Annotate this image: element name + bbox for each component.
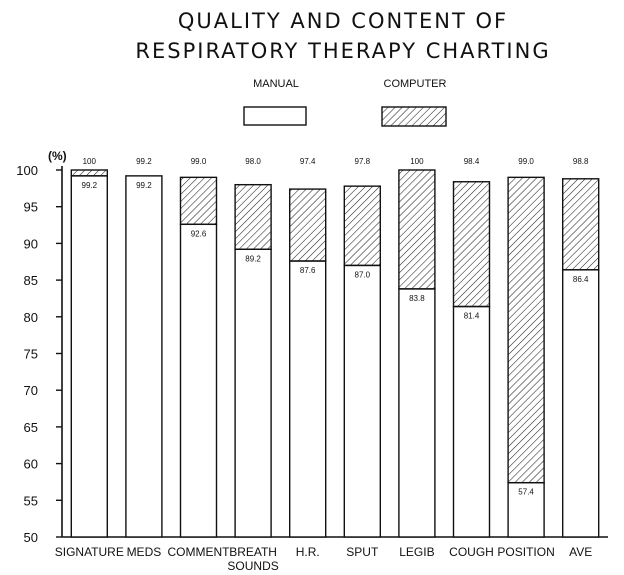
- data-label-manual: 57.4: [518, 488, 534, 497]
- x-category-label: MEDS: [127, 545, 162, 559]
- bar-computer: [179, 176, 218, 226]
- data-label-computer: 99.0: [518, 157, 534, 166]
- data-label-manual: 87.0: [355, 270, 371, 279]
- data-label-computer: 100: [83, 157, 97, 166]
- bar-manual: [70, 175, 109, 538]
- data-label-computer: 97.8: [355, 157, 371, 166]
- y-tick-label: 50: [24, 530, 38, 545]
- data-label-manual: 92.6: [191, 229, 207, 238]
- legend-label-manual: MANUAL: [253, 78, 299, 90]
- data-label-computer: 97.4: [300, 157, 316, 166]
- chart-title-line-1: QUALITY AND CONTENT OF: [178, 9, 508, 33]
- y-tick-label: 60: [24, 457, 38, 472]
- bar-labels: 100 99.2 SIGNATURE 99.2 99.2 MEDS 99.0 92.6 COMM…: [55, 157, 593, 573]
- y-axis-unit-label: (%): [48, 149, 67, 163]
- bar-manual: [398, 288, 436, 538]
- x-category-label: POSITION: [497, 545, 554, 559]
- bar-computer: [234, 183, 272, 250]
- bar-manual: [179, 223, 218, 538]
- bar-manual: [234, 248, 272, 538]
- data-label-manual: 89.2: [245, 254, 261, 263]
- data-label-computer: 99.2: [136, 157, 152, 166]
- chart-title-line-2: RESPIRATORY THERAPY CHARTING: [135, 39, 550, 63]
- data-label-computer: 98.0: [245, 157, 261, 166]
- bar-manual: [125, 175, 163, 538]
- y-tick-label: 55: [24, 493, 38, 508]
- x-category-label: AVE: [569, 545, 592, 559]
- data-label-manual: 99.2: [136, 181, 152, 190]
- y-tick-label: 80: [24, 310, 38, 325]
- bar-manual: [562, 269, 600, 538]
- x-category-label: SOUNDS: [227, 559, 278, 573]
- data-label-manual: 87.6: [300, 266, 316, 275]
- data-label-manual: 81.4: [464, 312, 480, 321]
- data-label-manual: 86.4: [573, 275, 589, 284]
- x-category-label: SIGNATURE: [55, 545, 124, 559]
- bar-manual: [289, 260, 327, 538]
- data-label-computer: 98.4: [464, 157, 480, 166]
- y-tick-label: 65: [24, 420, 38, 435]
- bar-manual: [343, 264, 381, 538]
- x-category-label: LEGIB: [399, 545, 434, 559]
- data-label-computer: 99.0: [191, 157, 207, 166]
- x-category-label: COMMENT: [168, 545, 231, 559]
- y-tick-label: 100: [16, 163, 38, 178]
- x-category-label: H.R.: [296, 545, 320, 559]
- bar-manual: [452, 305, 491, 538]
- bars: [70, 169, 600, 538]
- legend-swatch-computer: [381, 106, 447, 127]
- legend: MANUAL COMPUTER: [243, 78, 447, 127]
- bar-computer: [343, 185, 381, 267]
- data-label-computer: 100: [410, 157, 424, 166]
- bar-computer: [452, 181, 491, 308]
- bar-manual: [507, 481, 545, 538]
- data-label-computer: 98.8: [573, 157, 589, 166]
- y-tick-label: 90: [24, 236, 38, 251]
- bar-computer: [507, 176, 545, 484]
- bar-computer: [289, 188, 327, 262]
- x-category-label: SPUT: [346, 545, 379, 559]
- legend-label-computer: COMPUTER: [384, 78, 447, 90]
- x-category-label: BREATH: [229, 545, 277, 559]
- x-category-label: COUGH: [449, 545, 494, 559]
- data-label-manual: 83.8: [409, 294, 425, 303]
- y-tick-label: 70: [24, 383, 38, 398]
- bar-computer: [562, 178, 600, 271]
- bar-computer: [398, 169, 436, 290]
- legend-swatch-manual: [243, 106, 307, 126]
- data-label-manual: 99.2: [82, 181, 98, 190]
- bar-computer: [70, 169, 109, 177]
- y-tick-label: 75: [24, 347, 38, 362]
- y-tick-label: 85: [24, 273, 38, 288]
- y-tick-label: 95: [24, 200, 38, 215]
